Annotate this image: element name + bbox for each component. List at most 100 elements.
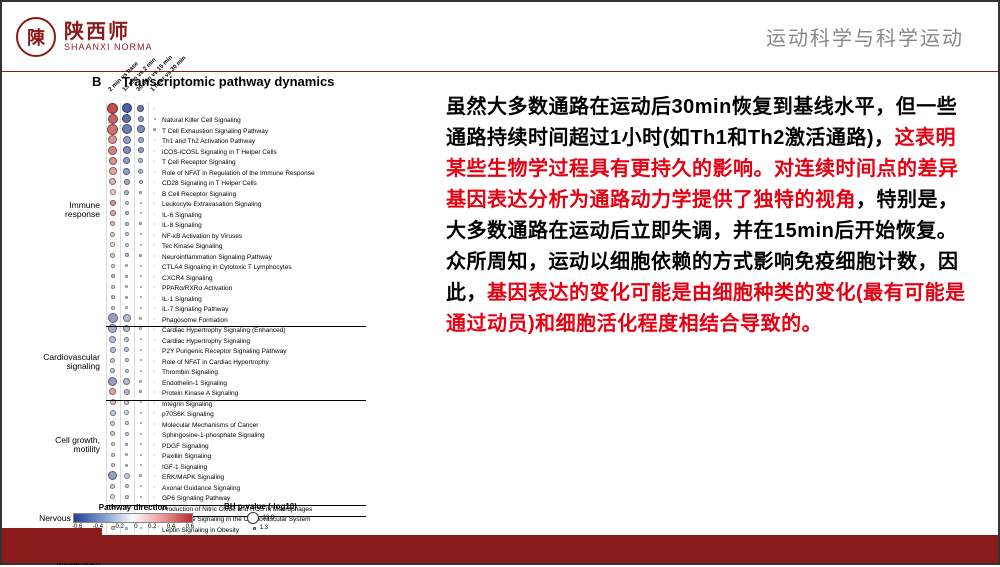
heatmap-cell: [134, 176, 146, 187]
heatmap-cell: [106, 113, 118, 124]
heatmap-cell: [106, 386, 118, 397]
heatmap-cell: [120, 397, 132, 408]
heatmap-cell: [106, 439, 118, 450]
bubble: [139, 317, 142, 320]
pathway-label: Natural Killer Cell Signaling: [162, 116, 315, 127]
heatmap-cell: [134, 281, 146, 292]
pathway-label: Thrombin Signaling: [162, 368, 315, 379]
bubble-heatmap: 2 min vs base15 min vs 2 min30 min vs 15…: [106, 92, 160, 533]
text-segment: 基因表达的变化可能是由细胞种类的变化(最有可能是通过动员)和细胞活化程度相结合导…: [446, 282, 966, 335]
bubble: [140, 422, 142, 424]
bubble: [125, 358, 129, 362]
bubble: [140, 349, 142, 351]
bubble: [125, 464, 128, 467]
bubble: [110, 253, 115, 258]
bubble: [111, 295, 115, 299]
heatmap-cell: [120, 460, 132, 471]
pathway-label: iCOS-iCOSL Signaling in T Helper Cells: [162, 148, 315, 159]
heatmap-cell: [134, 145, 146, 156]
panel-label: B: [92, 74, 101, 89]
bubble: [125, 306, 128, 309]
bubble: [110, 347, 116, 353]
heatmap-cell: •: [148, 344, 160, 355]
pathway-label: IL-8 Signaling: [162, 221, 315, 232]
heatmap-cell: [120, 208, 132, 219]
bubble: [138, 169, 143, 174]
heatmap-cell: [134, 134, 146, 145]
bubble: [140, 265, 142, 267]
heatmap-cell: •: [148, 229, 160, 240]
bubble: [123, 136, 131, 144]
heatmap-cell: •: [148, 239, 160, 250]
bubble: [125, 232, 129, 236]
heatmap-cell: [120, 491, 132, 502]
logo: 陳 陕西师 SHAANXI NORMA: [16, 17, 153, 57]
heatmap-cell: •: [148, 271, 160, 282]
heatmap-cell: [106, 218, 118, 229]
bubble: [125, 421, 129, 425]
heatmap-cell: [106, 418, 118, 429]
heatmap-cell: [120, 187, 132, 198]
bubble: [140, 464, 142, 466]
heatmap-cell: [106, 481, 118, 492]
bubble: [125, 253, 129, 257]
heatmap-cell: [106, 187, 118, 198]
bubble: [123, 314, 131, 322]
bubble: [139, 222, 142, 225]
heatmap-cell: [134, 407, 146, 418]
bubble: [140, 370, 142, 372]
bubble: [125, 432, 129, 436]
heatmap-cell: •: [148, 166, 160, 177]
bubble: [154, 118, 156, 120]
bubble: [125, 443, 128, 446]
heatmap-cell: [134, 302, 146, 313]
size-label: BH p-value (-log10): [224, 502, 297, 511]
heatmap-cell: •: [148, 439, 160, 450]
heatmap-cell: [134, 428, 146, 439]
bubble: [123, 168, 130, 175]
bubble: [111, 463, 115, 467]
pathway-label: Protein Kinase A Signaling: [162, 389, 315, 400]
heatmap-cell: [106, 103, 118, 114]
pathway-label: Paxillin Signaling: [162, 452, 315, 463]
bubble: [110, 494, 115, 499]
bubble: [107, 124, 118, 135]
heatmap-cell: [106, 239, 118, 250]
heatmap-cell: [134, 355, 146, 366]
heatmap-cell: [134, 271, 146, 282]
breadcrumb: 运动科学与科学运动: [766, 22, 984, 51]
size-min-val: 1.3: [260, 525, 268, 531]
heatmap-cell: [120, 113, 132, 124]
bubble: [138, 137, 144, 143]
heatmap-cell: •: [148, 365, 160, 376]
bubble: [110, 431, 115, 436]
heatmap-cell: •: [148, 407, 160, 418]
bubble: [139, 191, 142, 194]
bubble: [124, 389, 130, 395]
heatmap-column: [120, 92, 132, 533]
tick-label: -0.2: [114, 524, 124, 530]
bubble: [125, 453, 128, 456]
heatmap-cell: [134, 323, 146, 334]
heatmap-cell: [120, 407, 132, 418]
heatmap-cell: •: [148, 460, 160, 471]
heatmap-cell: [106, 155, 118, 166]
colorbar: Pathway direction -0.6-0.4-0.200.20.40.6: [72, 503, 194, 530]
pathway-label: p70S6K Signaling: [162, 410, 315, 421]
heatmap-cell: [106, 407, 118, 418]
heatmap-cell: [106, 124, 118, 135]
heatmap-cell: [106, 281, 118, 292]
bubble: [108, 377, 117, 386]
univ-en: SHAANXI NORMA: [64, 43, 153, 53]
heatmap-cell: •: [148, 428, 160, 439]
heatmap-cell: [106, 313, 118, 324]
heatmap-cell: [134, 124, 146, 135]
heatmap-cell: [134, 491, 146, 502]
heatmap-cell: [120, 313, 132, 324]
pathway-label: CD28 Signaling in T Helper Cells: [162, 179, 315, 190]
bubble: [140, 443, 142, 445]
bubble: [110, 210, 116, 216]
bubble: [140, 454, 142, 456]
heatmap-cell: •: [148, 292, 160, 303]
bubble: [139, 180, 143, 184]
